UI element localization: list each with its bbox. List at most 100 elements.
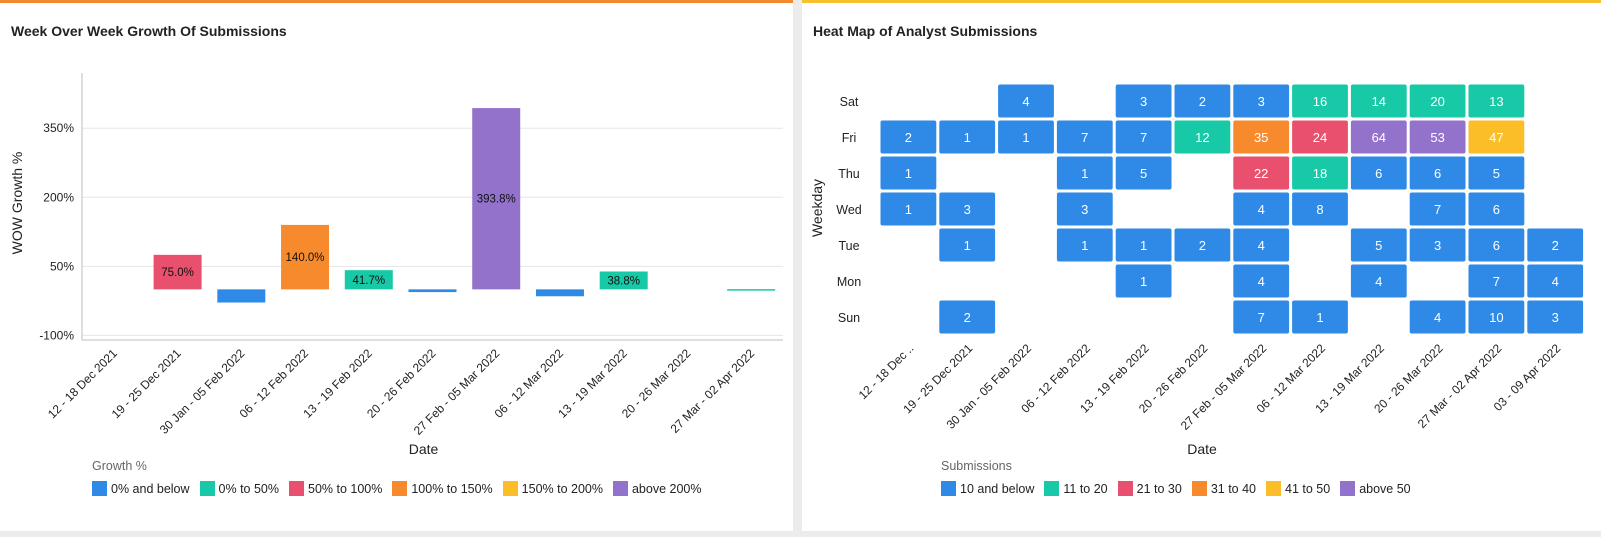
heatmap-cell bbox=[1350, 228, 1407, 262]
heatmap-cell-value: 5 bbox=[1493, 166, 1500, 181]
growth-legend-item[interactable]: 150% to 200% bbox=[502, 481, 603, 496]
submissions-legend-item[interactable]: above 50 bbox=[1340, 481, 1411, 496]
heatmap-cell bbox=[1468, 228, 1525, 262]
heatmap-cell bbox=[1056, 192, 1113, 226]
growth-legend-title: Growth % bbox=[92, 459, 147, 473]
growth-legend-label: 0% and below bbox=[111, 481, 190, 496]
heatmap-cell-value: 6 bbox=[1434, 166, 1441, 181]
heatmap-cell-value: 6 bbox=[1493, 238, 1500, 253]
growth-legend-swatch bbox=[289, 481, 304, 496]
growth-legend-swatch bbox=[392, 481, 408, 496]
heatmap-cell-value: 1 bbox=[1022, 130, 1029, 145]
heatmap-cell-value: 7 bbox=[1081, 130, 1088, 145]
heatmap-cell-value: 3 bbox=[1081, 202, 1088, 217]
heatmap-cell-value: 13 bbox=[1489, 94, 1503, 109]
heatmap-cell bbox=[1409, 192, 1466, 226]
heatmap-cell bbox=[1115, 84, 1172, 118]
heatmap-cell-value: 4 bbox=[1258, 238, 1265, 253]
y-tick-label: 50% bbox=[50, 259, 74, 273]
heatmap-cell-value: 7 bbox=[1493, 274, 1500, 289]
heatmap-cell bbox=[998, 84, 1054, 118]
heatmap-cell-value: 47 bbox=[1489, 130, 1503, 145]
heatmap-cell-value: 4 bbox=[1258, 274, 1265, 289]
submissions-legend-swatch bbox=[1340, 481, 1356, 496]
submissions-legend-swatch bbox=[1191, 481, 1207, 496]
growth-bar bbox=[535, 289, 584, 297]
heatmap-cell-value: 1 bbox=[905, 202, 912, 217]
heatmap-cell-value: 1 bbox=[1081, 238, 1088, 253]
bar-data-label: 140.0% bbox=[286, 252, 325, 264]
growth-legend-swatch bbox=[612, 481, 628, 496]
y-axis-title: WOW Growth % bbox=[9, 152, 25, 255]
heatmap-cell bbox=[1115, 156, 1172, 190]
growth-bar bbox=[344, 270, 393, 290]
submissions-legend-label: 11 to 20 bbox=[1063, 481, 1108, 496]
submissions-legend-item[interactable]: 41 to 50 bbox=[1266, 481, 1330, 496]
heatmap-cell bbox=[1468, 264, 1525, 298]
growth-bar bbox=[472, 108, 521, 290]
heatmap-cell-value: 4 bbox=[1022, 94, 1029, 109]
submissions-legend-item[interactable]: 31 to 40 bbox=[1191, 481, 1257, 496]
heatmap-cell bbox=[1468, 192, 1525, 226]
x-tick-label: 13 - 19 Mar 2022 bbox=[555, 346, 630, 421]
bar-data-label: 41.7% bbox=[352, 275, 385, 287]
heatmap-cell bbox=[1292, 84, 1348, 118]
heatmap-cell bbox=[1292, 192, 1348, 226]
bar-data-label: 38.8% bbox=[607, 275, 640, 287]
growth-bar bbox=[153, 254, 202, 290]
bar-data-label: 393.8% bbox=[477, 194, 516, 206]
heatmap-cell-value: 64 bbox=[1372, 130, 1386, 145]
wow-growth-panel: Week Over Week Growth Of Submissions 350… bbox=[0, 0, 793, 531]
heatmap-cell bbox=[1292, 156, 1348, 190]
weekday-label: Fri bbox=[842, 131, 857, 145]
submissions-legend-swatch bbox=[941, 481, 956, 496]
heatmap-cell-value: 14 bbox=[1372, 94, 1386, 109]
heatmap-cell-value: 2 bbox=[1552, 238, 1559, 253]
heatmap-cell bbox=[1409, 156, 1466, 190]
heatmap-cell bbox=[1468, 120, 1525, 154]
heatmap-cell-value: 1 bbox=[1140, 274, 1147, 289]
heatmap-cell bbox=[1056, 228, 1113, 262]
heatmap-cell bbox=[1409, 228, 1466, 262]
growth-legend-item[interactable]: 100% to 150% bbox=[392, 481, 493, 496]
heatmap-cell-value: 24 bbox=[1313, 130, 1327, 145]
heatmap-cell bbox=[1468, 156, 1525, 190]
heatmap-cell-value: 7 bbox=[1258, 310, 1265, 325]
submissions-legend-item[interactable]: 11 to 20 bbox=[1044, 481, 1108, 496]
growth-legend-item[interactable]: above 200% bbox=[612, 481, 702, 496]
submissions-legend-item[interactable]: 21 to 30 bbox=[1117, 481, 1182, 496]
x-axis-title: Date bbox=[1187, 441, 1217, 457]
y-tick-label: -100% bbox=[39, 328, 74, 342]
growth-bar bbox=[408, 289, 457, 293]
heatmap-cell bbox=[1350, 264, 1407, 298]
weekday-label: Tue bbox=[838, 239, 859, 253]
growth-bar bbox=[727, 289, 776, 291]
submissions-legend-item[interactable]: 10 and below bbox=[941, 481, 1034, 496]
heatmap-cell bbox=[1409, 120, 1466, 154]
heatmap-cell bbox=[1233, 300, 1290, 334]
date-tick-label: 12 - 18 Dec .. bbox=[856, 341, 917, 402]
heatmap-cell-value: 6 bbox=[1375, 166, 1382, 181]
heatmap-cell bbox=[1233, 192, 1290, 226]
heatmap-cell bbox=[1115, 120, 1172, 154]
heatmap-cell bbox=[1115, 264, 1172, 298]
heatmap-cell bbox=[939, 228, 996, 262]
growth-legend-item[interactable]: 0% and below bbox=[92, 481, 190, 496]
heatmap-cell-value: 2 bbox=[1199, 238, 1206, 253]
submissions-legend-label: 31 to 40 bbox=[1210, 481, 1257, 496]
x-tick-label: 13 - 19 Feb 2022 bbox=[300, 346, 375, 421]
weekday-label: Mon bbox=[837, 275, 861, 289]
heatmap-cell-value: 22 bbox=[1254, 166, 1268, 181]
x-tick-label: 20 - 26 Feb 2022 bbox=[364, 346, 439, 421]
heatmap-cell-value: 4 bbox=[1434, 310, 1441, 325]
growth-legend-item[interactable]: 0% to 50% bbox=[199, 481, 279, 496]
growth-bar bbox=[217, 289, 266, 303]
heatmap-cell bbox=[1350, 156, 1407, 190]
growth-legend-item[interactable]: 50% to 100% bbox=[289, 481, 382, 496]
heatmap-cell-value: 20 bbox=[1430, 94, 1444, 109]
heatmap-cell-value: 2 bbox=[1199, 94, 1206, 109]
heatmap-cell-value: 3 bbox=[1140, 94, 1147, 109]
heatmap-cell bbox=[1527, 264, 1584, 298]
growth-legend-label: 100% to 150% bbox=[411, 481, 493, 496]
